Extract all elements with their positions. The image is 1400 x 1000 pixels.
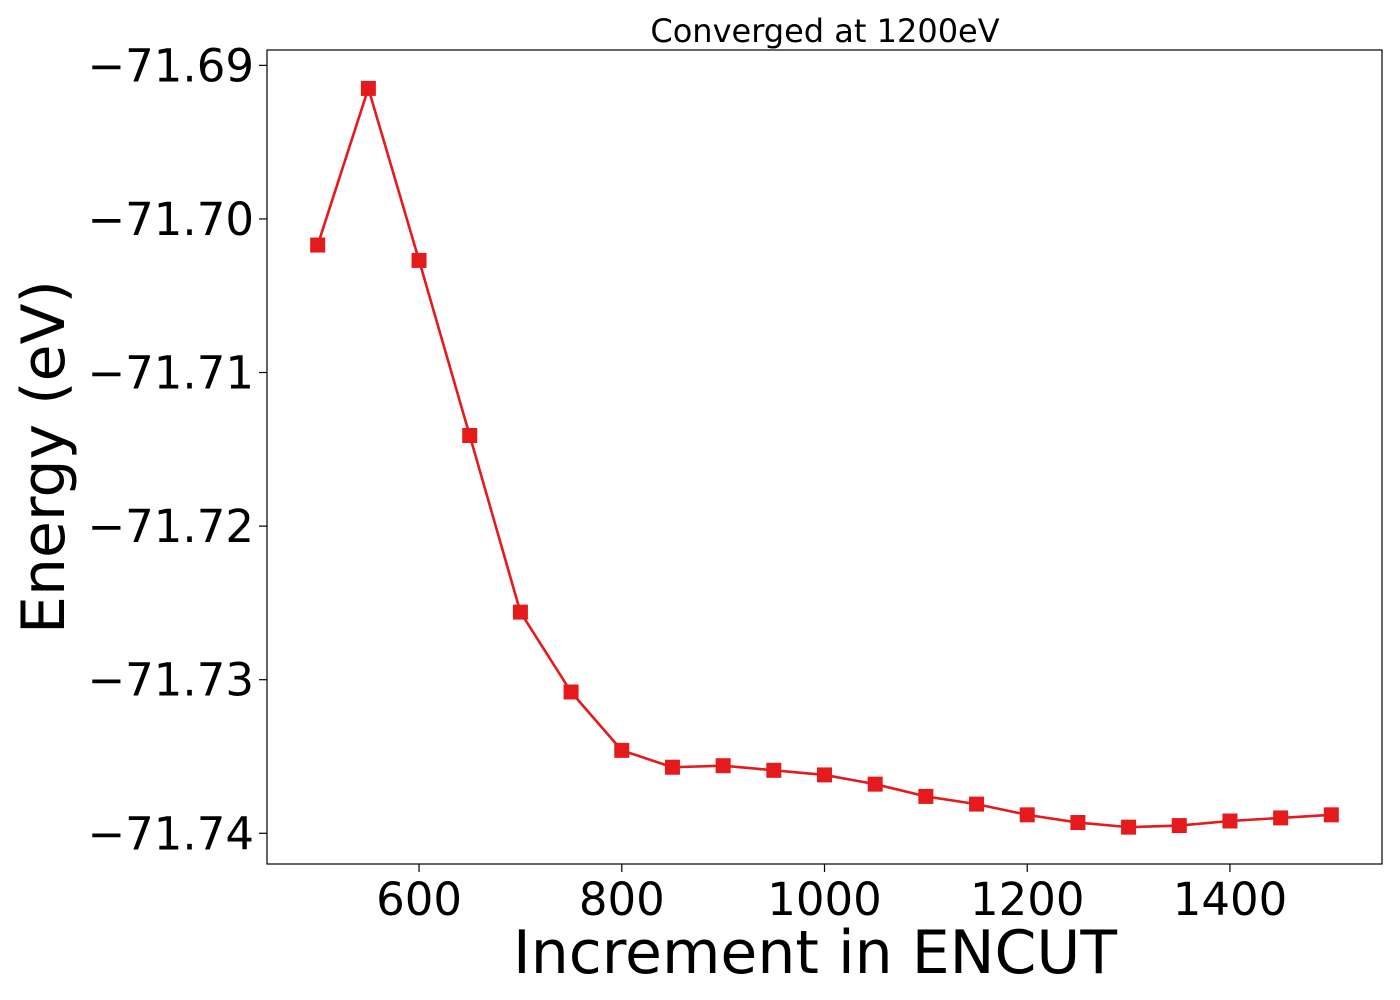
y-tick-label: −71.72 <box>87 500 254 553</box>
x-tick-label: 800 <box>579 873 665 926</box>
x-tick-label: 1000 <box>767 873 882 926</box>
data-point <box>766 762 782 778</box>
x-tick-label: 600 <box>376 873 462 926</box>
x-axis-label: Increment in ENCUT <box>513 918 1117 988</box>
data-point <box>1273 810 1289 826</box>
data-point <box>1070 815 1086 831</box>
data-point <box>462 428 478 443</box>
data-point <box>1171 818 1187 834</box>
data-point <box>512 604 528 620</box>
y-tick-label: −71.71 <box>87 347 254 400</box>
x-axis: 600 800 1000 1200 1400 <box>376 864 1287 926</box>
data-point <box>867 776 883 792</box>
x-tick-label: 1400 <box>1173 873 1288 926</box>
y-tick-label: −71.70 <box>87 193 254 246</box>
plot-area <box>310 80 1339 835</box>
data-point <box>310 237 326 253</box>
data-point <box>969 796 985 812</box>
data-point <box>817 767 832 783</box>
data-point <box>918 788 934 804</box>
x-tick-label: 1200 <box>970 873 1085 926</box>
data-point <box>411 252 427 268</box>
data-point <box>563 684 579 700</box>
data-point <box>1222 813 1238 829</box>
y-tick-label: −71.74 <box>87 807 254 860</box>
data-point <box>1121 819 1137 835</box>
y-axis: −71.69 −71.70 −71.71 −71.72 −71.73 −71.74 <box>87 39 267 860</box>
data-point <box>614 742 630 758</box>
y-tick-label: −71.73 <box>87 654 254 707</box>
data-point <box>1323 807 1339 823</box>
data-point <box>664 759 680 775</box>
chart-title: Converged at 1200eV <box>650 12 999 50</box>
y-tick-label: −71.69 <box>87 39 254 92</box>
data-point <box>1019 807 1035 823</box>
y-axis-label: Energy (eV) <box>9 280 79 634</box>
data-point <box>360 80 376 96</box>
data-point <box>715 758 731 774</box>
